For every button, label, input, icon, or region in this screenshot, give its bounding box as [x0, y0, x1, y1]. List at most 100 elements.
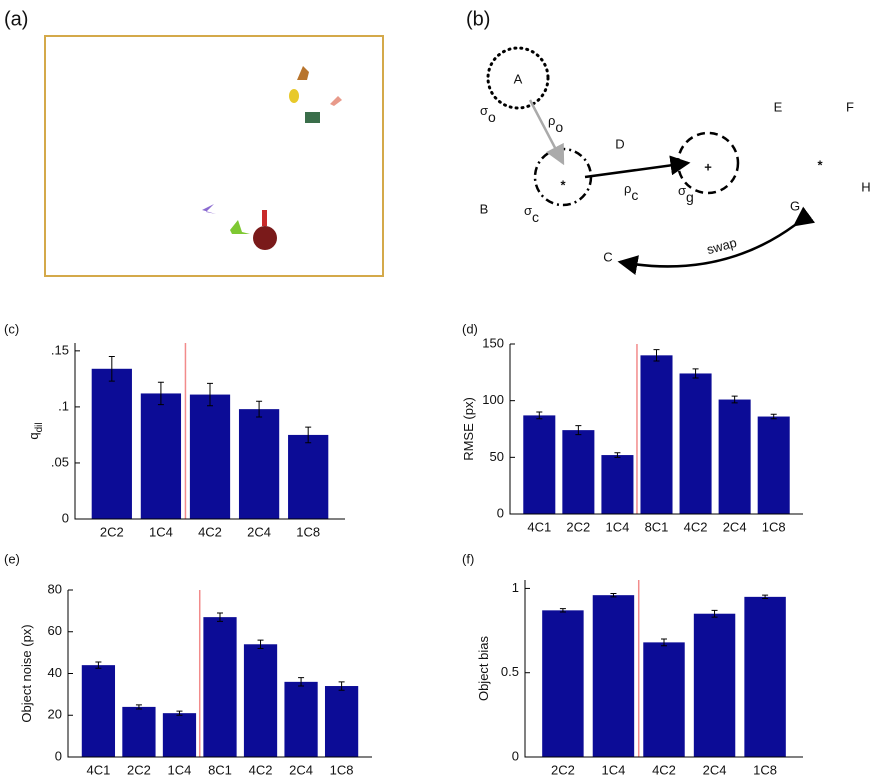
symbol: σc [524, 203, 539, 224]
y-tick-label: 40 [48, 665, 62, 680]
x-tick-label: 8C1 [645, 519, 669, 534]
diagram-label: E [774, 99, 783, 114]
x-tick-label: 4C1 [86, 762, 110, 777]
bar-chart: (f) 0 0.5 1 2C2 1C4 4C2 2C4 1C8 Object bias [462, 551, 803, 777]
y-tick-label: .1 [58, 398, 69, 413]
y-tick-label: 1 [512, 580, 519, 595]
x-tick-label: 1C4 [149, 524, 173, 539]
panel-label: (d) [462, 321, 478, 336]
diagram-label: B [480, 201, 489, 216]
diagram-label: + [704, 159, 712, 174]
y-tick-label: 0 [512, 748, 519, 763]
y-tick-label: 0 [55, 748, 62, 763]
bar [757, 416, 790, 514]
bar [140, 393, 182, 519]
symbol-base: ρ [624, 181, 631, 196]
y-axis-label-text: Object noise (px) [19, 624, 34, 722]
x-tick-label: 1C8 [330, 762, 354, 777]
error-bar [614, 452, 621, 458]
error-bar [305, 426, 312, 444]
y-tick-label: 0 [497, 505, 504, 520]
error-bar [95, 661, 102, 669]
error-bar [575, 425, 582, 436]
error-bar [217, 612, 223, 622]
bar [542, 610, 584, 757]
y-tick-label: 20 [48, 707, 62, 722]
bar [81, 665, 116, 757]
bar [243, 644, 278, 757]
bar [91, 368, 132, 519]
y-axis-label-text: q [26, 432, 41, 439]
diagram-label: G [790, 198, 800, 213]
symbol-base: ρ [548, 113, 555, 128]
bar [162, 713, 197, 757]
x-tick-label: 2C2 [551, 762, 575, 777]
symbol-sub: c [631, 187, 638, 203]
symbol: ρc [624, 181, 638, 202]
bar [693, 613, 736, 757]
error-bar [536, 411, 543, 420]
y-tick-label: 60 [48, 623, 62, 638]
symbol-base: σ [678, 183, 686, 198]
error-bar [338, 681, 345, 691]
bar [523, 415, 556, 514]
symbol-sub: g [686, 189, 694, 205]
y-tick-label: 150 [482, 335, 504, 350]
diagram-label: * [560, 177, 566, 192]
error-bar [559, 608, 566, 613]
x-tick-label: 2C2 [127, 762, 151, 777]
y-tick-label: .05 [51, 454, 69, 469]
y-tick-label: .15 [51, 342, 69, 357]
symbol-base: σ [480, 103, 488, 118]
x-tick-label: 1C8 [762, 519, 786, 534]
axis [524, 580, 803, 758]
x-tick-label: 2C4 [723, 519, 747, 534]
x-tick-label: 2C4 [703, 762, 727, 777]
error-bar [256, 400, 263, 418]
error-bar [207, 382, 213, 407]
y-axis-label-text: RMSE (px) [461, 397, 476, 461]
x-tick-label: 1C4 [606, 519, 630, 534]
x-tick-label: 2C2 [100, 524, 124, 539]
panel-label: (f) [462, 551, 474, 566]
error-bar [653, 349, 660, 362]
y-axis-label: Object bias [476, 635, 491, 701]
y-tick-label: 50 [490, 449, 504, 464]
x-tick-label: 4C2 [684, 519, 708, 534]
bar [238, 409, 280, 519]
y-tick-label: 0.5 [501, 664, 519, 679]
panel-label: (b) [466, 8, 490, 30]
bar [562, 430, 595, 514]
y-tick-label: 80 [48, 581, 62, 596]
scene [44, 35, 384, 277]
y-axis-label-sub: dil [34, 422, 45, 432]
bar-chart: (d) 0 50 100 150 4C1 2C2 1C4 8C1 4C2 2C4 1C8 RMSE (p… [461, 321, 803, 534]
bar [284, 681, 318, 757]
error-bar [108, 355, 115, 382]
y-axis-label-text: Object bias [476, 635, 491, 701]
x-tick-label: 1C4 [168, 762, 192, 777]
x-tick-label: 2C4 [289, 762, 313, 777]
diagram-label: H [861, 179, 870, 194]
y-axis-label: Object noise (px) [19, 624, 34, 722]
diagram-label: A [514, 71, 523, 86]
symbol-sub: c [532, 209, 539, 225]
bar [601, 455, 634, 514]
y-axis-label: RMSE (px) [461, 397, 476, 461]
bar [288, 434, 329, 519]
bar [203, 617, 237, 757]
diagram-label: * [817, 157, 823, 172]
axis [67, 590, 372, 758]
bar [718, 399, 751, 514]
bar [679, 373, 712, 514]
error-bar [770, 413, 777, 420]
panel-label: (e) [4, 551, 20, 566]
diagram-label: D [615, 136, 624, 151]
bar [324, 686, 359, 757]
x-tick-label: 2C4 [247, 524, 271, 539]
panel-label: (c) [4, 321, 19, 336]
x-tick-label: 4C1 [527, 519, 551, 534]
x-tick-label: 1C8 [753, 762, 777, 777]
bar [640, 355, 673, 514]
error-bar [711, 609, 718, 618]
